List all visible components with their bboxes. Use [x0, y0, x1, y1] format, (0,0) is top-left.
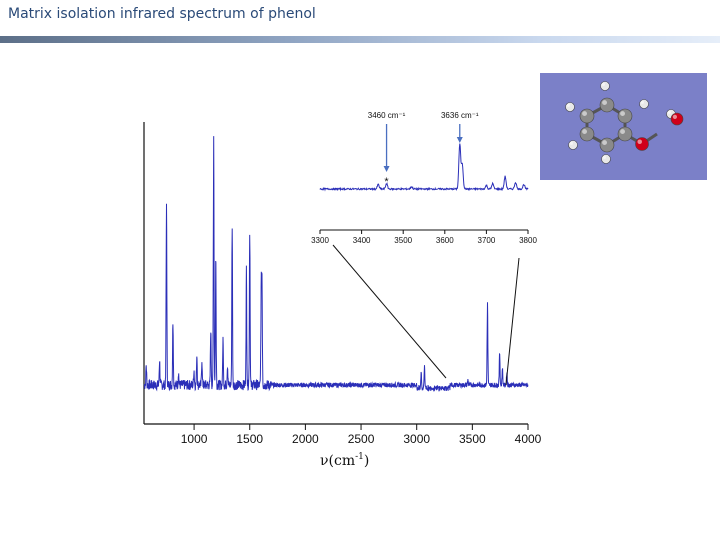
hydrogen-atom — [601, 154, 611, 164]
hydrogen-atom-highlight — [667, 110, 671, 115]
carbon-atom — [599, 97, 615, 113]
x-axis-label-symbol: ν — [320, 453, 329, 469]
carbon-atom — [617, 126, 633, 142]
x-axis-label-unit: (cm — [329, 453, 356, 469]
inset-tick-label: 3800 — [519, 236, 537, 245]
oxygen-atom-highlight — [637, 139, 642, 145]
inset-tick-label: 3500 — [394, 236, 412, 245]
x-axis-label: ν(cm-1) — [320, 452, 369, 469]
carbon-atom-highlight — [582, 129, 587, 134]
inset-plot: 3300 3400 3500 3600 3700 3800 3460 cm⁻¹ 3636 c… — [311, 111, 537, 245]
x-axis-label-superscript: -1 — [355, 452, 364, 462]
oxygen-atom — [670, 112, 684, 126]
x-ticks: 1000 1500 2000 2500 3000 3500 4000 — [181, 424, 542, 446]
zoom-connector-right — [505, 257, 520, 386]
title-rule — [0, 36, 720, 43]
carbon-atom-highlight — [620, 111, 625, 117]
peak-annotation-label: 3460 cm⁻¹ — [368, 111, 406, 120]
hydrogen-atom-highlight — [601, 82, 605, 87]
carbon-atom — [599, 137, 615, 153]
inset-star-marker: * — [384, 176, 389, 188]
main-axes: 1000 1500 2000 2500 3000 3500 4000 — [143, 122, 542, 446]
inset-tick-label: 3300 — [311, 236, 329, 245]
hydrogen-atom — [565, 102, 575, 112]
carbon-atom — [617, 108, 633, 124]
molecule-atoms — [565, 81, 684, 164]
hydrogen-atom-highlight — [602, 155, 606, 159]
carbon-atom-highlight — [582, 111, 587, 117]
inset-ticks: 3300 3400 3500 3600 3700 3800 — [311, 230, 537, 245]
inset-spectrum-line — [319, 143, 529, 192]
hydrogen-atom-highlight — [566, 103, 570, 108]
hydrogen-atom — [639, 99, 649, 109]
peak-annotation-label: 3636 cm⁻¹ — [441, 111, 479, 120]
x-tick-label: 3000 — [403, 432, 430, 446]
carbon-atom — [579, 108, 595, 124]
slide-title: Matrix isolation infrared spectrum of ph… — [8, 6, 316, 22]
hydrogen-atom — [568, 140, 578, 150]
carbon-atom-highlight — [602, 100, 607, 106]
carbon-atom-highlight — [620, 129, 625, 134]
x-tick-label: 1000 — [181, 432, 208, 446]
carbon-atom-highlight — [602, 140, 607, 145]
x-tick-label: 2500 — [348, 432, 375, 446]
x-tick-label: 3500 — [459, 432, 486, 446]
inset-tick-label: 3600 — [436, 236, 454, 245]
x-axis-label-close: ) — [364, 453, 369, 469]
inset-tick-label: 3700 — [478, 236, 496, 245]
peak-annotation-arrowhead — [383, 166, 390, 172]
hydrogen-atom — [600, 81, 610, 91]
inset-annotations: 3460 cm⁻¹ 3636 cm⁻¹ * — [368, 111, 479, 188]
hydrogen-atom-highlight — [640, 100, 644, 105]
phenol-molecule-image — [540, 73, 707, 180]
zoom-connector-left — [332, 244, 447, 379]
x-tick-label: 1500 — [236, 432, 263, 446]
main-spectrum-line — [143, 136, 529, 392]
carbon-atom — [579, 126, 595, 142]
hydrogen-atom-highlight — [569, 141, 573, 145]
inset-tick-label: 3400 — [353, 236, 371, 245]
oxygen-atom — [635, 137, 649, 151]
x-tick-label: 4000 — [515, 432, 542, 446]
oxygen-atom-highlight — [672, 114, 678, 119]
peak-annotation-arrowhead — [456, 137, 463, 143]
x-tick-label: 2000 — [292, 432, 319, 446]
